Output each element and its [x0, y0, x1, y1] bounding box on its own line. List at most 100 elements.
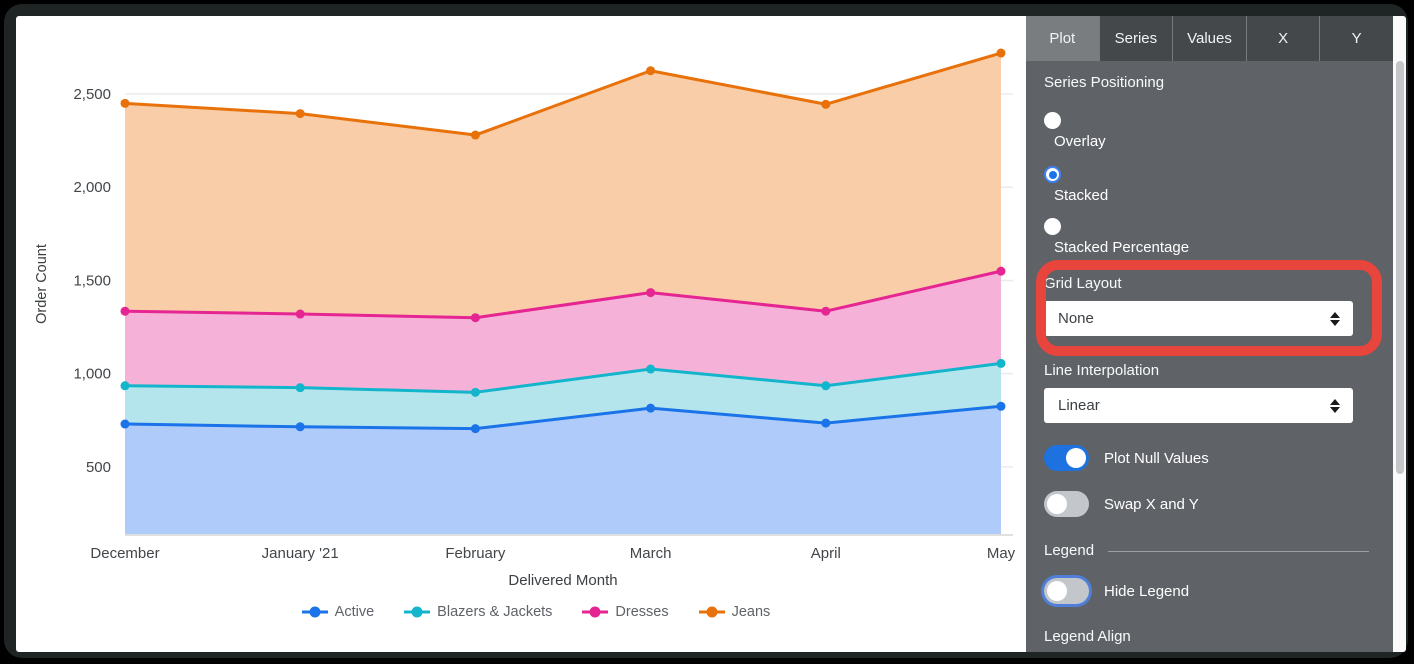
series-positioning-label: Series Positioning [1044, 74, 1165, 91]
tab-plot[interactable]: Plot [1026, 16, 1099, 61]
area-band [125, 363, 1001, 429]
line-interpolation-select[interactable]: Linear [1044, 388, 1353, 423]
swap-x-and-y-toggle[interactable] [1044, 491, 1089, 517]
tab-series[interactable]: Series [1098, 16, 1173, 61]
legend-item[interactable]: Dresses [582, 604, 669, 620]
hide-legend-toggle[interactable] [1044, 578, 1089, 604]
plot-null-values-label: Plot Null Values [1104, 449, 1209, 467]
data-point[interactable] [821, 99, 831, 109]
legend-marker-icon [698, 606, 725, 618]
section-divider [1108, 550, 1369, 552]
data-point[interactable] [295, 422, 305, 432]
x-tick-label: April [811, 545, 841, 562]
radio-stacked-percentage-label: Stacked Percentage [1054, 239, 1190, 256]
data-point[interactable] [295, 309, 305, 319]
viz-settings-panel: Plot Series Values X Y Series Positionin… [1026, 16, 1406, 652]
radio-circle-stacked-percentage[interactable] [1044, 218, 1061, 235]
legend-label: Jeans [731, 604, 771, 620]
data-point[interactable] [470, 424, 480, 434]
stacked-area-chart: 500 1,000 1,500 2,000 2,500 December January '… [34, 48, 1016, 589]
legend-item[interactable]: Jeans [698, 604, 771, 620]
panel-body: Series Positioning Overlay Stacked Stack… [1026, 61, 1393, 652]
legend-align-label: Legend Align [1044, 628, 1131, 645]
legend-item[interactable]: Active [301, 604, 375, 620]
data-point[interactable] [120, 419, 130, 429]
plot-null-values-toggle[interactable] [1044, 445, 1089, 471]
legend-label: Dresses [615, 604, 669, 620]
x-axis-title: Delivered Month [508, 572, 617, 589]
panel-scrollbar-track[interactable] [1393, 16, 1406, 652]
area-band [125, 271, 1001, 393]
y-tick-label: 1,000 [73, 366, 111, 383]
grid-layout-label: Grid Layout [1044, 275, 1122, 292]
x-tick-label: January '21 [262, 545, 339, 562]
chart-area: 500 1,000 1,500 2,000 2,500 December January '… [16, 16, 1026, 652]
legend-item[interactable]: Blazers & Jackets [404, 604, 552, 620]
line-interpolation-value: Linear [1058, 397, 1100, 414]
data-point[interactable] [646, 364, 656, 374]
chart-legend: Active Blazers & Jackets Dresses Jeans [16, 604, 1056, 620]
data-point[interactable] [470, 387, 480, 397]
data-point[interactable] [996, 266, 1006, 276]
select-arrows-icon [1330, 311, 1340, 326]
radio-stacked-label: Stacked [1054, 187, 1109, 204]
toggle-knob [1066, 448, 1086, 468]
x-tick-label: December [90, 545, 159, 562]
data-point[interactable] [120, 381, 130, 391]
data-point[interactable] [646, 66, 656, 76]
area-band [125, 406, 1001, 534]
line-interpolation-label: Line Interpolation [1044, 362, 1160, 379]
data-point[interactable] [821, 306, 831, 316]
tab-x[interactable]: X [1245, 16, 1320, 61]
legend-label: Active [334, 604, 375, 620]
data-point[interactable] [821, 381, 831, 391]
window-frame: 500 1,000 1,500 2,000 2,500 December January '… [4, 4, 1408, 658]
y-tick-label: 500 [86, 459, 111, 476]
data-point[interactable] [120, 306, 130, 316]
series-line [124, 404, 1002, 431]
series-line [124, 269, 1002, 320]
grid-layout-select[interactable]: None [1044, 301, 1353, 336]
toggle-knob [1047, 581, 1067, 601]
swap-x-and-y-label: Swap X and Y [1104, 495, 1199, 513]
grid-layout-value: None [1058, 310, 1094, 327]
x-tick-label: February [445, 545, 506, 562]
data-point[interactable] [996, 358, 1006, 368]
y-axis-title: Order Count [34, 244, 50, 324]
legend-section-label: Legend [1044, 542, 1095, 559]
data-point[interactable] [996, 401, 1006, 411]
tab-y[interactable]: Y [1319, 16, 1393, 61]
series-line [124, 51, 1002, 137]
radio-stacked[interactable]: Stacked [1044, 166, 1373, 205]
tab-values[interactable]: Values [1172, 16, 1246, 61]
data-point[interactable] [646, 403, 656, 413]
data-point[interactable] [996, 48, 1006, 58]
toggle-knob [1047, 494, 1067, 514]
data-point[interactable] [295, 109, 305, 119]
legend-marker-icon [301, 606, 328, 618]
radio-overlay-label: Overlay [1054, 133, 1106, 150]
data-point[interactable] [646, 288, 656, 298]
select-arrows-icon [1330, 398, 1340, 413]
x-tick-label: May [987, 545, 1016, 562]
radio-overlay[interactable]: Overlay [1044, 112, 1373, 151]
x-tick-label: March [630, 545, 672, 562]
window-content: 500 1,000 1,500 2,000 2,500 December January '… [16, 16, 1406, 652]
data-point[interactable] [470, 130, 480, 140]
legend-marker-icon [582, 606, 609, 618]
data-point[interactable] [470, 313, 480, 323]
legend-marker-icon [404, 606, 431, 618]
panel-tab-bar: Plot Series Values X Y [1026, 16, 1393, 61]
radio-circle-overlay[interactable] [1044, 112, 1061, 129]
data-point[interactable] [295, 383, 305, 393]
panel-scrollbar-thumb[interactable] [1395, 61, 1404, 474]
data-point[interactable] [120, 98, 130, 108]
hide-legend-label: Hide Legend [1104, 582, 1190, 600]
y-tick-label: 1,500 [73, 272, 111, 289]
data-point[interactable] [821, 418, 831, 428]
y-tick-label: 2,000 [73, 179, 111, 196]
radio-stacked-percentage[interactable]: Stacked Percentage [1044, 218, 1373, 257]
legend-label: Blazers & Jackets [437, 604, 553, 620]
series-line [124, 361, 1002, 394]
radio-circle-stacked[interactable] [1044, 166, 1061, 183]
